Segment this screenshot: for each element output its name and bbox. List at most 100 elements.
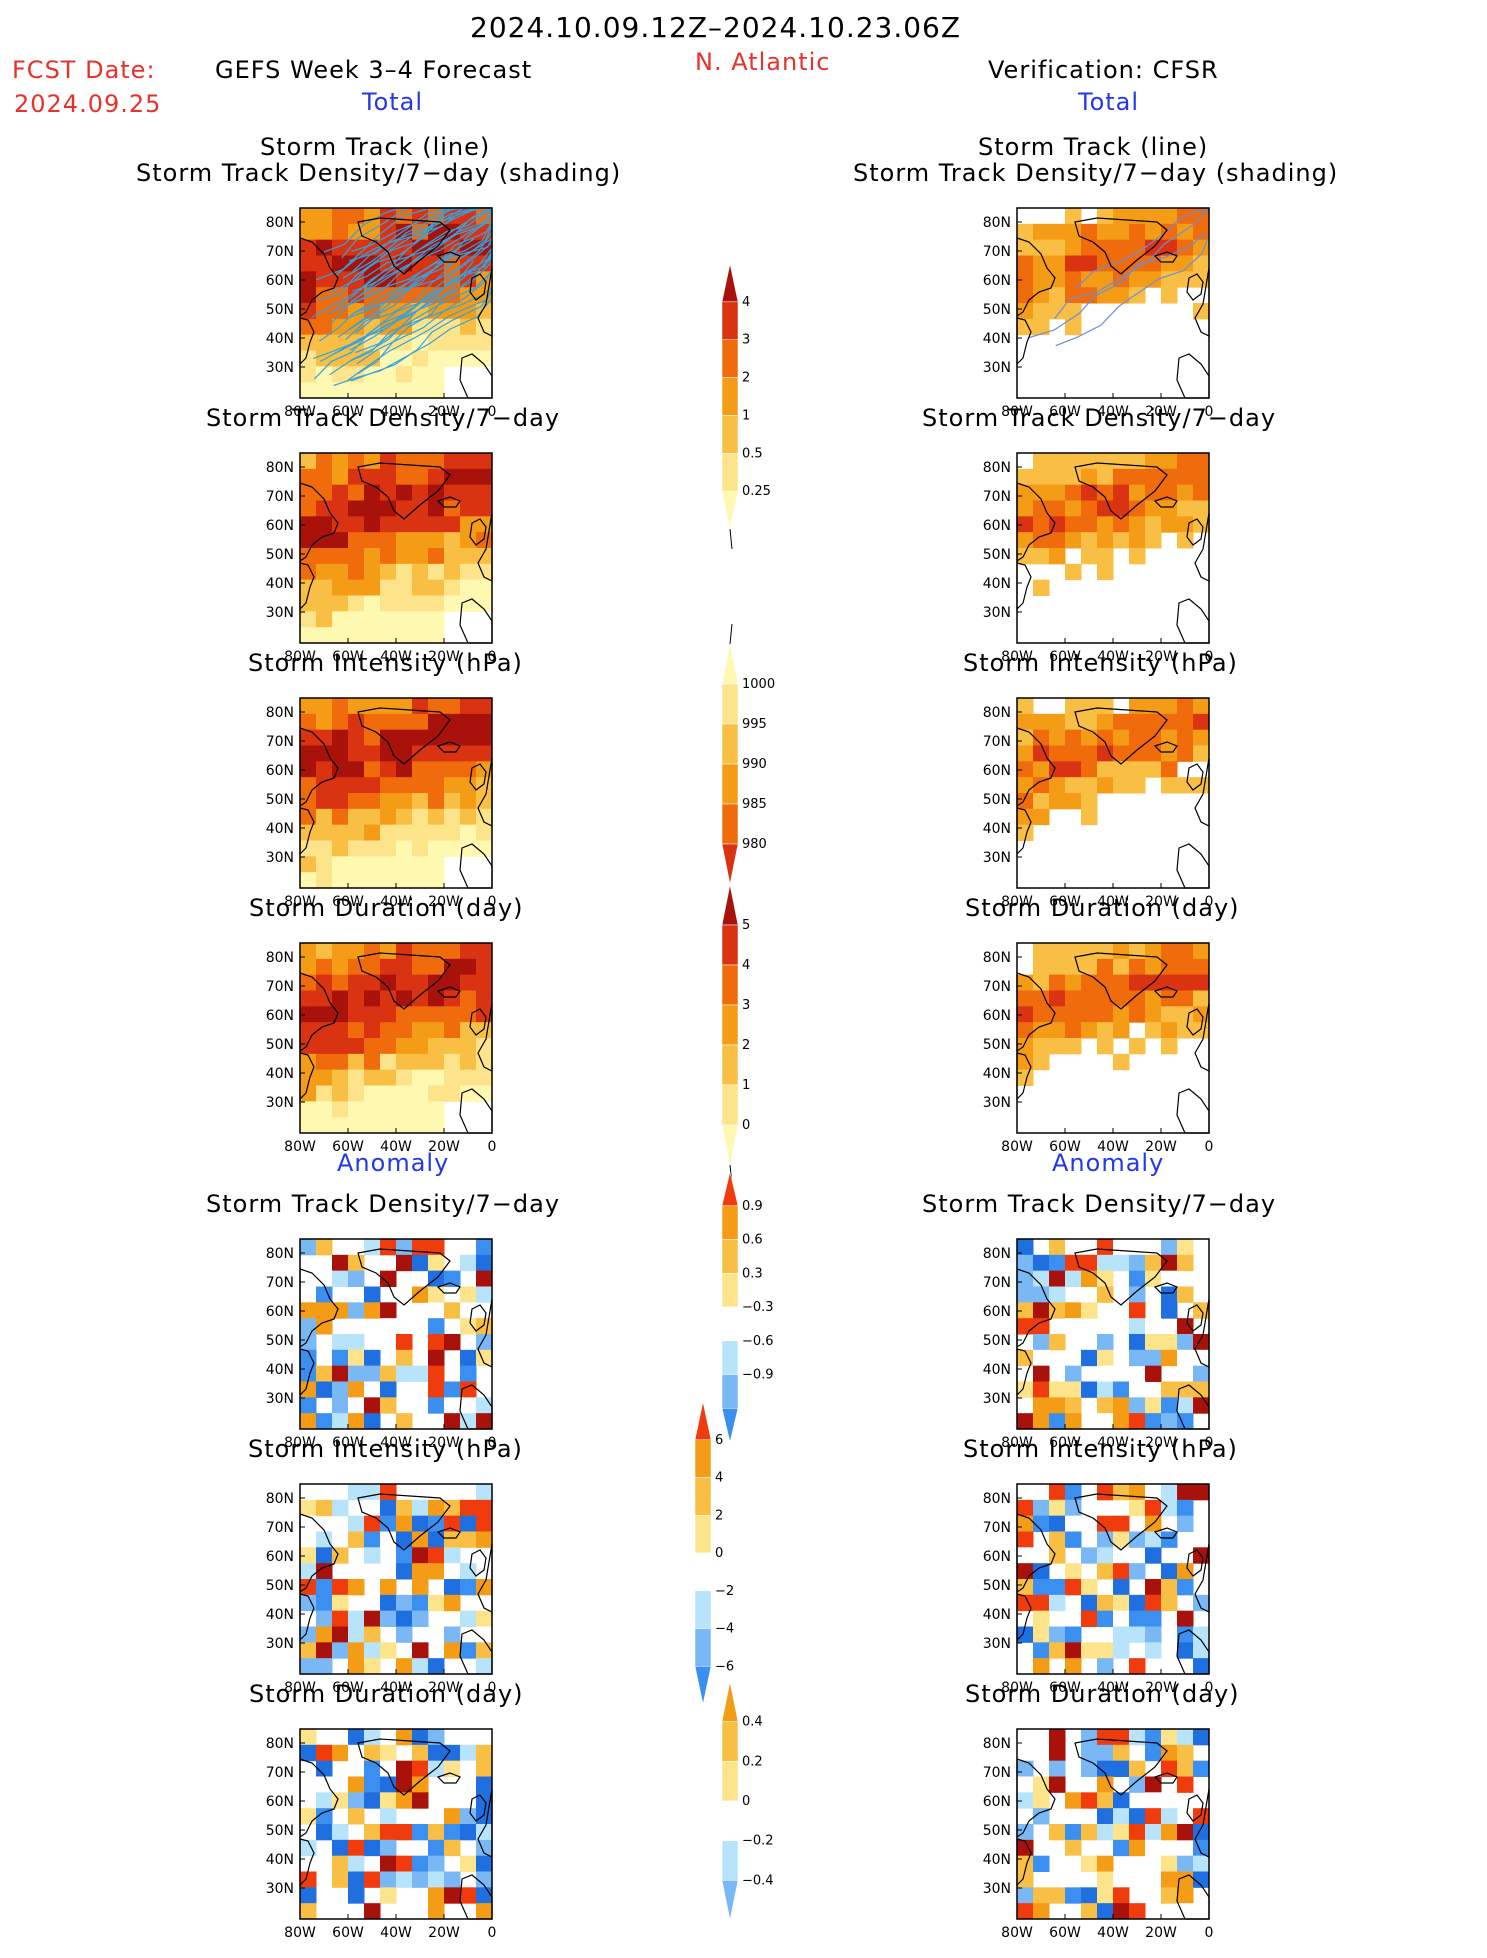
grid-cell [380, 1594, 397, 1612]
grid-cell [428, 1069, 445, 1086]
grid-cell [1129, 239, 1146, 256]
grid-cell [380, 516, 397, 533]
grid-cell [1193, 1381, 1210, 1398]
grid-cell [1017, 1729, 1034, 1746]
grid-cell [1161, 1349, 1178, 1367]
colorbar-segment [721, 1044, 739, 1086]
grid-cell [332, 1626, 349, 1643]
grid-cell [1161, 468, 1178, 486]
grid-cell [364, 1381, 381, 1398]
grid-cell [316, 958, 333, 976]
grid-cell [348, 1855, 365, 1872]
storm-track-line [357, 245, 493, 375]
grid-cell [364, 484, 381, 501]
grid-cell [348, 1365, 365, 1382]
grid-cell [300, 223, 317, 241]
lat-tick-label: 60N [983, 763, 1011, 779]
coastline [1153, 1282, 1178, 1294]
grid-cell [1177, 1484, 1194, 1501]
grid-cell [1129, 1270, 1146, 1287]
grid-cell [300, 1239, 317, 1256]
colorbar-segment [721, 1800, 739, 1841]
grid-cell [380, 1239, 397, 1256]
grid-cell [348, 808, 365, 826]
lat-tick-label: 40N [983, 821, 1011, 837]
coastline [469, 518, 487, 546]
grid-cell [396, 824, 413, 841]
grid-cell [1097, 1531, 1114, 1548]
grid-cell [1129, 1302, 1146, 1319]
grid-cell [1097, 958, 1114, 976]
grid-cell [1161, 1563, 1178, 1580]
lat-tick-label: 50N [983, 302, 1011, 318]
grid-cell [1177, 958, 1194, 976]
grid-cell [396, 1610, 413, 1627]
lat-tick-label: 30N [266, 1636, 294, 1652]
lon-tick-label: 60W [1049, 404, 1081, 420]
grid-cell [332, 958, 349, 976]
grid-cell [300, 974, 317, 991]
grid-cell [300, 1038, 317, 1055]
grid-cell [1081, 271, 1098, 288]
grid-cell [300, 1626, 317, 1643]
storm-track-line [329, 287, 493, 376]
grid-cell [300, 1053, 317, 1071]
grid-cell [476, 1085, 493, 1102]
grid-cell [332, 1022, 349, 1039]
grid-cell [332, 1855, 349, 1872]
lon-tick-label: 40W [1097, 404, 1129, 420]
grid-cell [1033, 1397, 1050, 1414]
grid-cell [332, 1642, 349, 1659]
grid-cell [364, 729, 381, 746]
grid-cell [1033, 1594, 1050, 1612]
lat-tick-label: 50N [266, 1333, 294, 1349]
grid-cell [300, 627, 317, 644]
grid-cell [300, 287, 317, 304]
coastline [299, 727, 339, 808]
grid-cell [1177, 1349, 1194, 1367]
grid-cell [364, 808, 381, 826]
coastline [1016, 1513, 1056, 1594]
lat-tick-label: 50N [266, 792, 294, 808]
lon-tick-label: 40W [1097, 1435, 1129, 1451]
grid-cell [1161, 500, 1178, 517]
lat-tick-label: 70N [983, 489, 1011, 505]
grid-cell [316, 1563, 333, 1580]
grid-cell [1065, 271, 1082, 288]
grid-cell [1129, 729, 1146, 746]
grid-cell [332, 1499, 349, 1517]
grid-cell [1129, 1903, 1146, 1920]
grid-cell [412, 563, 429, 581]
grid-cell [364, 532, 381, 549]
grid-cell [444, 1334, 461, 1351]
grid-cell [348, 856, 365, 873]
grid-cell [332, 595, 349, 612]
grid-cell [476, 1413, 493, 1430]
grid-cell [1033, 990, 1050, 1007]
grid-cell [1017, 1776, 1034, 1793]
grid-cell [412, 1365, 429, 1382]
grid-cell [460, 1006, 477, 1023]
lat-tick-label: 80N [266, 705, 294, 721]
grid-cell [396, 698, 413, 715]
grid-cell [1033, 1563, 1050, 1580]
grid-cell [1097, 1397, 1114, 1414]
grid-cell [364, 1642, 381, 1659]
grid-cell [364, 382, 381, 399]
grid-cell [300, 1318, 317, 1335]
coastline [1153, 1527, 1178, 1539]
grid-cell [300, 761, 317, 778]
grid-cell [364, 579, 381, 596]
grid-cell [1049, 1824, 1066, 1841]
map-panel-density-right: 80N 70N 60N 50N 40N 30N 80W 60W 40W 20W 0 [967, 449, 1227, 679]
grid-cell [316, 382, 333, 399]
coastline [436, 1282, 461, 1294]
grid-cell [460, 1610, 477, 1627]
grid-cell [1017, 808, 1034, 826]
grid-cell [380, 1744, 397, 1762]
lon-tick-label: 60W [332, 1925, 364, 1941]
grid-cell [1017, 1887, 1034, 1904]
grid-cell [460, 824, 477, 841]
grid-cell [332, 484, 349, 501]
grid-cell [428, 1053, 445, 1071]
